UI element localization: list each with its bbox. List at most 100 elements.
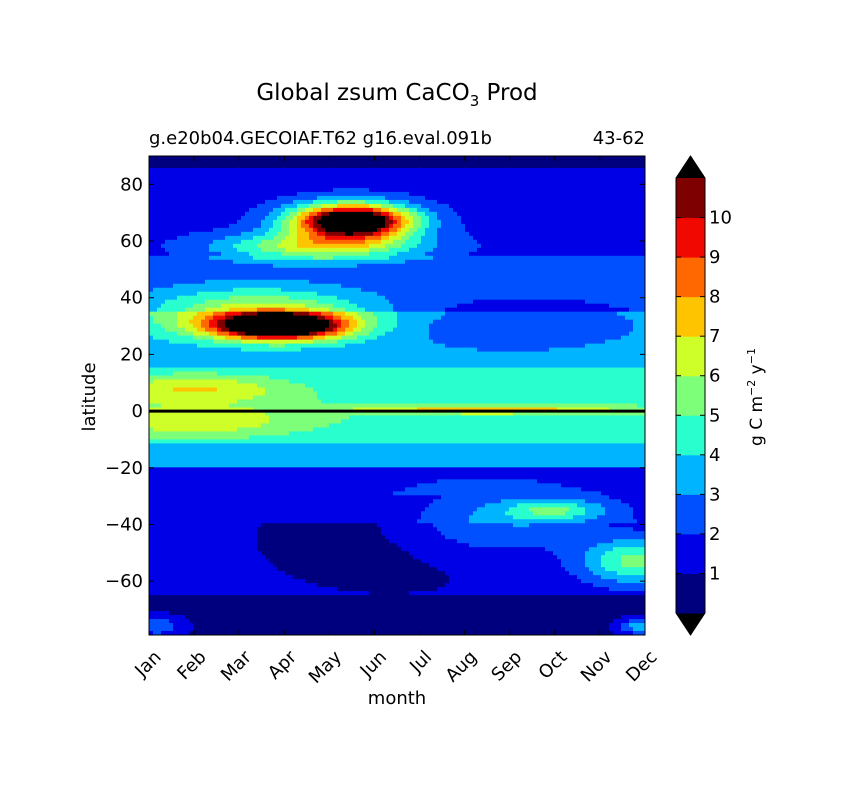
heatmap-cell	[425, 215, 430, 229]
heatmap-cell	[169, 631, 174, 635]
heatmap-cell	[417, 215, 422, 229]
heatmap-cell	[349, 203, 354, 209]
heatmap-cell	[617, 307, 622, 313]
colorbar-tick-label: 4	[709, 445, 720, 466]
heatmap-cell	[229, 315, 234, 321]
heatmap-cell	[185, 439, 190, 444]
heatmap-cell	[353, 235, 358, 241]
heatmap-cell	[177, 311, 182, 329]
heatmap-cell	[153, 443, 158, 468]
heatmap-cell	[213, 251, 218, 257]
heatmap-cell	[381, 239, 386, 249]
heatmap-cell	[389, 199, 394, 205]
heatmap-cell	[197, 467, 202, 596]
heatmap-cell	[573, 575, 578, 596]
heatmap-cell	[333, 187, 338, 197]
heatmap-cell	[361, 327, 366, 337]
heatmap-cell	[429, 255, 434, 261]
heatmap-cell	[213, 371, 218, 381]
heatmap-cell	[557, 347, 562, 369]
heatmap-cell	[377, 335, 382, 369]
heatmap-cell	[413, 403, 418, 409]
heatmap-cell	[569, 415, 574, 444]
heatmap-cell	[621, 555, 626, 568]
heatmap-cell	[337, 339, 342, 349]
heatmap-cell	[585, 595, 590, 635]
heatmap-cell	[221, 167, 226, 229]
heatmap-cell	[461, 403, 466, 409]
heatmap-cell	[217, 327, 222, 333]
heatmap-cell	[153, 375, 158, 381]
heatmap-cell	[269, 443, 274, 468]
heatmap-cell	[397, 415, 402, 444]
heatmap-cell	[365, 411, 370, 417]
heatmap-cell	[621, 527, 626, 540]
heatmap-cell	[333, 443, 338, 468]
heatmap-cell	[229, 439, 234, 444]
heatmap-cell	[201, 327, 206, 333]
heatmap-cell	[349, 255, 354, 261]
heatmap-cell	[541, 403, 546, 409]
heatmap-cell	[457, 443, 462, 468]
heatmap-cell	[153, 439, 158, 444]
heatmap-cell	[309, 291, 314, 301]
heatmap-cell	[409, 167, 414, 197]
heatmap-cell	[553, 595, 558, 635]
heatmap-cell	[249, 156, 254, 169]
heatmap-cell	[485, 595, 490, 635]
heatmap-cell	[309, 443, 314, 468]
heatmap-cell	[361, 167, 366, 189]
heatmap-cell	[253, 259, 258, 265]
heatmap-cell	[509, 515, 514, 524]
heatmap-cell	[325, 307, 330, 313]
heatmap-cell	[213, 331, 218, 337]
heatmap-cell	[341, 523, 346, 592]
heatmap-cell	[621, 167, 626, 257]
heatmap-cell	[453, 367, 458, 405]
heatmap-cell	[285, 267, 290, 281]
heatmap-cell	[289, 211, 294, 221]
heatmap-cell	[229, 343, 234, 349]
heatmap-cell	[633, 615, 638, 620]
heatmap-cell	[385, 311, 390, 333]
heatmap-cell	[165, 251, 170, 257]
x-tick-label: Oct	[535, 647, 572, 684]
heatmap-cell	[637, 615, 642, 620]
heatmap-cell	[337, 211, 342, 233]
heatmap-cell	[429, 591, 434, 596]
heatmap-cell	[421, 207, 426, 213]
heatmap-cell	[449, 443, 454, 468]
heatmap-cell	[305, 251, 310, 257]
heatmap-cell	[281, 443, 286, 468]
heatmap-cell	[613, 619, 618, 635]
heatmap-cell	[197, 443, 202, 468]
heatmap-cell	[597, 411, 602, 417]
heatmap-cell	[257, 351, 262, 369]
heatmap-cell	[589, 467, 594, 492]
heatmap-cell	[281, 279, 286, 293]
heatmap-cell	[293, 315, 298, 337]
heatmap-cell	[277, 215, 282, 233]
heatmap-cell	[353, 243, 358, 249]
heatmap-cell	[445, 167, 450, 205]
heatmap-cell	[349, 167, 354, 189]
heatmap-cell	[373, 191, 378, 197]
heatmap-cell	[189, 595, 194, 624]
heatmap-cell	[273, 235, 278, 253]
heatmap-cell	[577, 403, 582, 409]
heatmap-cell	[293, 339, 298, 345]
heatmap-cell	[541, 415, 546, 444]
heatmap-cell	[425, 483, 430, 496]
heatmap-cell	[533, 443, 538, 468]
heatmap-cell	[365, 311, 370, 337]
heatmap-cell	[501, 311, 506, 353]
heatmap-cell	[497, 443, 502, 468]
heatmap-cell	[317, 335, 322, 341]
heatmap-cell	[305, 367, 310, 389]
heatmap-cell	[345, 343, 350, 369]
heatmap-cell	[585, 255, 590, 305]
heatmap-cell	[233, 379, 238, 405]
heatmap-cell	[153, 367, 158, 377]
heatmap-cell	[397, 263, 402, 313]
heatmap-cell	[313, 156, 318, 169]
